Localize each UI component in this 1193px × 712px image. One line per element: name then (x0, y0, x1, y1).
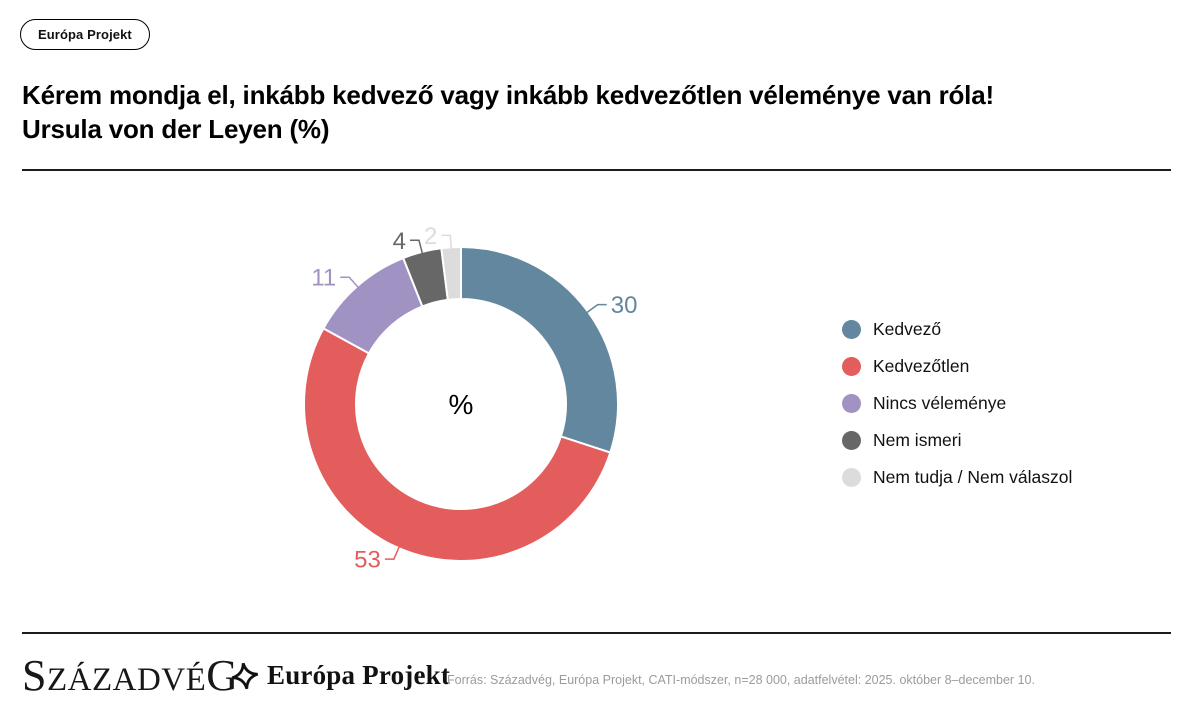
legend-item: Nem ismeri (842, 430, 1072, 450)
legend-label: Nincs véleménye (873, 393, 1007, 413)
legend-swatch (842, 431, 861, 450)
europa-projekt-badge: Európa Projekt (20, 19, 150, 50)
donut-segment-0 (460, 246, 619, 454)
legend-swatch (842, 320, 861, 339)
donut-segment-4 (440, 246, 462, 301)
source-text: Forrás: Századvég, Európa Projekt, CATI-… (447, 673, 1035, 687)
legend-item: Nem tudja / Nem válaszol (842, 467, 1073, 487)
donut-chart: 30 53 11 4 2% (303, 223, 638, 574)
label-leader-0 (585, 303, 607, 314)
label-leader-1 (384, 545, 401, 560)
legend-label: Nem tudja / Nem válaszol (873, 467, 1073, 487)
sparkle-icon (231, 662, 259, 689)
legend-label: Kedvező (873, 319, 942, 339)
legend-item: Nincs véleménye (842, 393, 1072, 413)
title-line-1: Kérem mondja el, inkább kedvező vagy ink… (22, 80, 994, 110)
title-line-2: Ursula von der Leyen (%) (22, 114, 330, 144)
page-title: Kérem mondja el, inkább kedvező vagy ink… (22, 78, 994, 146)
europa-projekt-logo-text: Európa Projekt (267, 660, 451, 690)
europa-projekt-logo: Európa Projekt (231, 660, 450, 691)
legend-label: Nem ismeri (873, 430, 962, 450)
chart-region: 30 53 11 4 2% Kedvező Kedvezőtlen Nincs véle… (0, 180, 1193, 630)
donut-value-label-3: 4 (393, 228, 406, 255)
donut-value-label-1: 53 (354, 547, 381, 574)
legend-swatch (842, 394, 861, 413)
label-leader-3 (409, 239, 424, 255)
legend-swatch (842, 357, 861, 376)
donut-center-label: % (449, 389, 474, 420)
donut-value-label-0: 30 (611, 292, 638, 319)
footer-divider (22, 632, 1171, 634)
label-leader-2 (340, 276, 360, 289)
donut-segment-1 (303, 327, 612, 562)
szazadveg-logo: S ZÁZADVÉ G (22, 651, 239, 700)
legend-label: Kedvezőtlen (873, 356, 970, 376)
donut-value-label-4: 2 (424, 223, 437, 250)
legend: Kedvező Kedvezőtlen Nincs véleménye Nem … (842, 319, 1073, 505)
legend-item: Kedvező (842, 319, 1072, 339)
donut-value-label-2: 11 (311, 265, 336, 292)
label-leader-4 (441, 234, 453, 250)
legend-item: Kedvezőtlen (842, 356, 1072, 376)
legend-swatch (842, 468, 861, 487)
header-divider (22, 169, 1171, 171)
